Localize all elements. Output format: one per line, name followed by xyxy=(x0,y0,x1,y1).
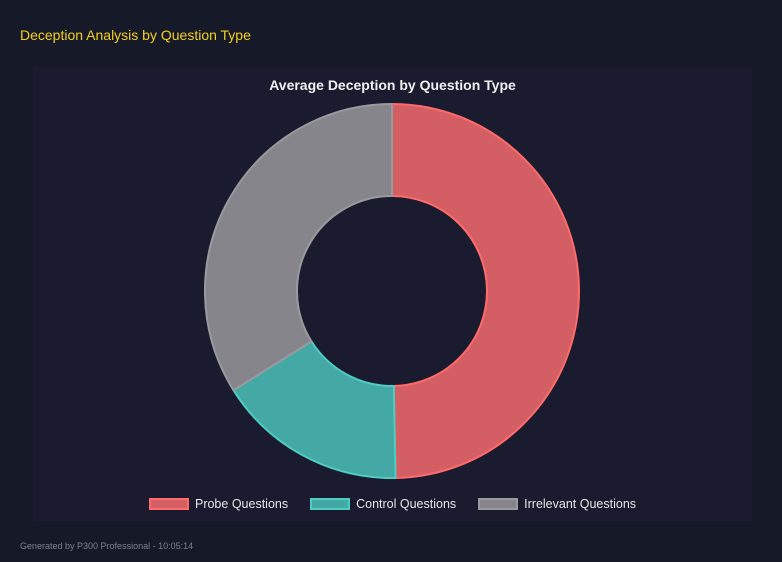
legend-item-probe[interactable]: Probe Questions xyxy=(148,497,289,511)
page-header-title: Deception Analysis by Question Type xyxy=(20,27,251,43)
chart-panel: Average Deception by Question Type Probe… xyxy=(33,67,752,521)
footer-text: Generated by P300 Professional - 10:05:1… xyxy=(20,541,194,551)
slice-probe[interactable] xyxy=(391,102,581,479)
legend-label: Irrelevant Questions xyxy=(524,497,637,511)
legend-swatch xyxy=(148,498,189,510)
legend-item-irrelevant[interactable]: Irrelevant Questions xyxy=(478,497,636,511)
legend-swatch xyxy=(478,498,519,510)
slice-irrelevant[interactable] xyxy=(204,102,393,392)
chart-legend: Probe Questions Control Questions Irrele… xyxy=(33,497,752,511)
legend-label: Probe Questions xyxy=(194,497,289,511)
legend-item-control[interactable]: Control Questions xyxy=(310,497,456,511)
chart-title: Average Deception by Question Type xyxy=(269,77,516,93)
doughnut-chart xyxy=(204,102,581,479)
legend-swatch xyxy=(310,498,351,510)
legend-label: Control Questions xyxy=(356,497,457,511)
